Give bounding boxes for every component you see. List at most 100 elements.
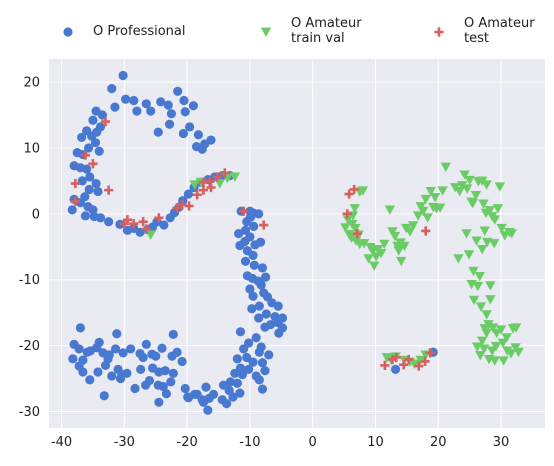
data-point — [350, 223, 361, 234]
data-point — [92, 127, 102, 137]
data-point — [173, 86, 183, 96]
data-point — [261, 309, 271, 319]
data-point — [104, 185, 114, 195]
data-point — [68, 354, 78, 364]
data-point — [120, 94, 131, 104]
data-point — [188, 101, 199, 111]
data-point — [178, 128, 188, 139]
data-point — [417, 206, 429, 217]
data-point — [164, 119, 175, 129]
data-point — [380, 360, 390, 371]
data-point — [159, 220, 169, 230]
data-point — [166, 109, 177, 119]
data-point — [484, 206, 495, 216]
data-point — [118, 348, 128, 358]
x-tick-label: -10 — [239, 435, 260, 450]
data-point — [393, 246, 404, 256]
data-point — [201, 382, 211, 392]
legend-marker — [63, 27, 73, 37]
data-point — [85, 375, 95, 385]
data-point — [256, 280, 266, 290]
data-point — [93, 367, 103, 377]
data-point — [163, 100, 173, 110]
data-point — [510, 323, 522, 333]
data-point — [83, 143, 94, 153]
data-point — [156, 97, 166, 107]
data-point — [122, 215, 133, 225]
data-point — [389, 231, 401, 242]
data-point — [67, 205, 77, 215]
data-point — [220, 168, 230, 178]
data-point — [264, 350, 274, 360]
data-point — [112, 329, 122, 339]
data-point — [115, 373, 126, 384]
data-point — [254, 301, 264, 311]
data-point — [198, 397, 209, 407]
data-point — [249, 260, 259, 270]
legend-marker — [260, 27, 272, 37]
y-tick-label: 10 — [23, 141, 40, 156]
data-point — [472, 281, 484, 292]
data-point — [99, 391, 109, 401]
data-point — [463, 250, 475, 260]
data-point — [468, 295, 480, 306]
data-point — [485, 295, 496, 305]
data-point — [422, 213, 433, 223]
data-point — [420, 356, 430, 367]
data-point — [248, 357, 258, 367]
data-point — [192, 190, 202, 200]
data-point — [471, 236, 482, 246]
data-point — [185, 122, 195, 132]
data-point — [254, 375, 264, 385]
data-point — [459, 170, 470, 180]
data-point — [254, 347, 264, 357]
data-point — [77, 176, 87, 186]
data-point — [232, 354, 242, 364]
x-tick-label: 0 — [309, 435, 317, 450]
data-point — [132, 106, 142, 116]
data-point — [481, 310, 492, 320]
plot-background — [49, 59, 545, 428]
data-point — [349, 184, 359, 195]
data-point — [242, 352, 252, 363]
legend-markers — [63, 27, 444, 37]
data-point — [242, 217, 252, 227]
data-point — [198, 185, 209, 195]
data-point — [461, 184, 473, 194]
data-point — [80, 150, 91, 160]
data-point — [358, 239, 370, 249]
data-point — [206, 135, 216, 145]
data-point — [492, 204, 504, 214]
data-point — [471, 342, 483, 352]
data-point — [100, 116, 111, 127]
data-point — [94, 146, 104, 156]
data-point — [467, 198, 478, 209]
data-point — [82, 164, 92, 174]
data-point — [399, 360, 409, 370]
data-point — [497, 338, 509, 348]
data-point — [77, 132, 87, 143]
data-point — [477, 336, 488, 346]
y-tick-label: -20 — [19, 339, 40, 354]
data-point — [75, 323, 85, 333]
data-point — [255, 237, 266, 247]
data-point — [259, 220, 269, 230]
data-point — [240, 225, 251, 235]
data-point — [396, 256, 407, 267]
data-point — [375, 248, 387, 259]
data-point — [249, 221, 259, 231]
data-point — [412, 211, 424, 221]
data-point — [239, 344, 249, 354]
data-point — [384, 205, 396, 215]
data-point — [502, 346, 513, 356]
data-point — [490, 341, 502, 352]
data-point — [180, 107, 190, 117]
data-point — [248, 250, 258, 260]
data-point — [160, 366, 170, 376]
x-tick-label: 30 — [493, 435, 510, 450]
data-point — [352, 229, 362, 239]
data-point — [126, 344, 136, 354]
data-point — [414, 361, 424, 371]
data-point — [172, 203, 182, 213]
data-point — [429, 192, 441, 203]
